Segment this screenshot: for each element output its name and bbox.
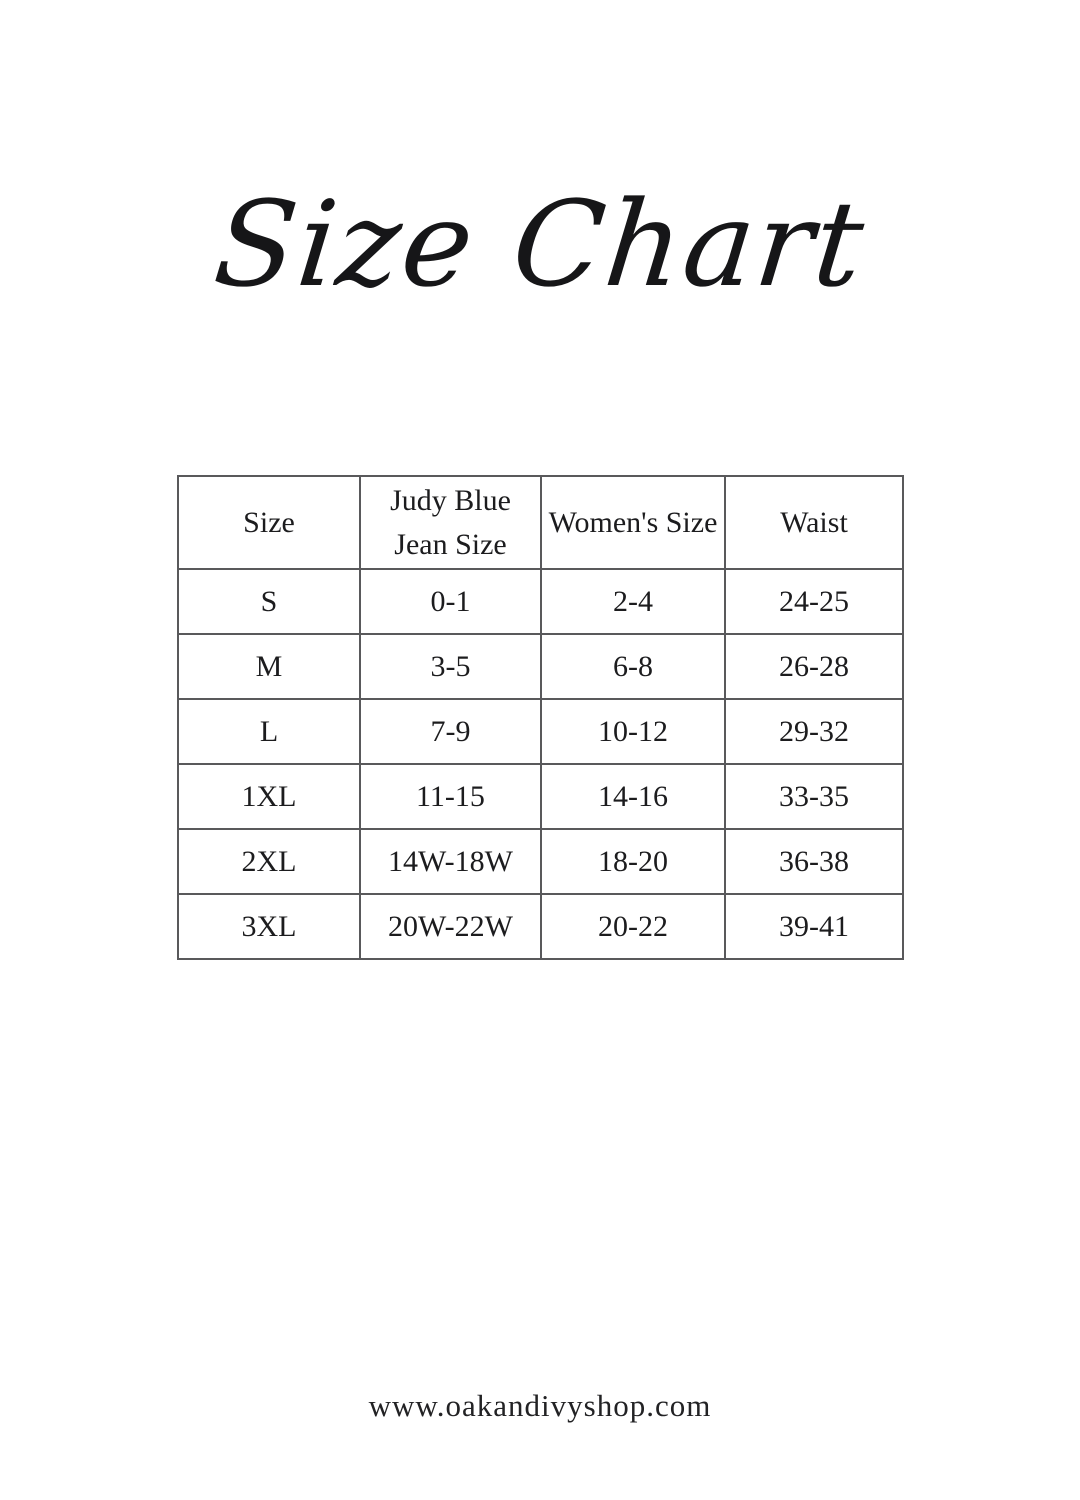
cell-womens-size: 20-22: [540, 893, 726, 960]
cell-judy-blue-jean-size: 3-5: [359, 633, 542, 700]
cell-womens-size: 14-16: [540, 763, 726, 830]
table-row-2xl: 2XL 14W-18W 18-20 36-38: [177, 828, 904, 895]
table-row-m: M 3-5 6-8 26-28: [177, 633, 904, 700]
cell-size: M: [177, 633, 361, 700]
cell-judy-blue-jean-size: 14W-18W: [359, 828, 542, 895]
column-header-waist: Waist: [724, 475, 904, 570]
cell-waist: 33-35: [724, 763, 904, 830]
cell-waist: 39-41: [724, 893, 904, 960]
cell-size: 1XL: [177, 763, 361, 830]
cell-size: 2XL: [177, 828, 361, 895]
cell-womens-size: 10-12: [540, 698, 726, 765]
page-title: Size Chart: [208, 175, 872, 313]
cell-size: L: [177, 698, 361, 765]
table-row-s: S 0-1 2-4 24-25: [177, 568, 904, 635]
table-header-row: Size Judy Blue Jean Size Women's Size Wa…: [177, 475, 904, 570]
cell-womens-size: 2-4: [540, 568, 726, 635]
cell-judy-blue-jean-size: 11-15: [359, 763, 542, 830]
cell-judy-blue-jean-size: 20W-22W: [359, 893, 542, 960]
website-url: www.oakandivyshop.com: [368, 1388, 712, 1423]
cell-size: 3XL: [177, 893, 361, 960]
size-chart-table: Size Judy Blue Jean Size Women's Size Wa…: [177, 475, 904, 960]
cell-womens-size: 18-20: [540, 828, 726, 895]
cell-size: S: [177, 568, 361, 635]
column-header-womens-size: Women's Size: [540, 475, 726, 570]
table-row-l: L 7-9 10-12 29-32: [177, 698, 904, 765]
table-row-1xl: 1XL 11-15 14-16 33-35: [177, 763, 904, 830]
cell-judy-blue-jean-size: 0-1: [359, 568, 542, 635]
cell-waist: 29-32: [724, 698, 904, 765]
cell-waist: 26-28: [724, 633, 904, 700]
column-header-judy-blue-jean-size: Judy Blue Jean Size: [359, 475, 542, 570]
column-header-size: Size: [177, 475, 361, 570]
cell-womens-size: 6-8: [540, 633, 726, 700]
cell-waist: 24-25: [724, 568, 904, 635]
table-row-3xl: 3XL 20W-22W 20-22 39-41: [177, 893, 904, 960]
cell-judy-blue-jean-size: 7-9: [359, 698, 542, 765]
cell-waist: 36-38: [724, 828, 904, 895]
